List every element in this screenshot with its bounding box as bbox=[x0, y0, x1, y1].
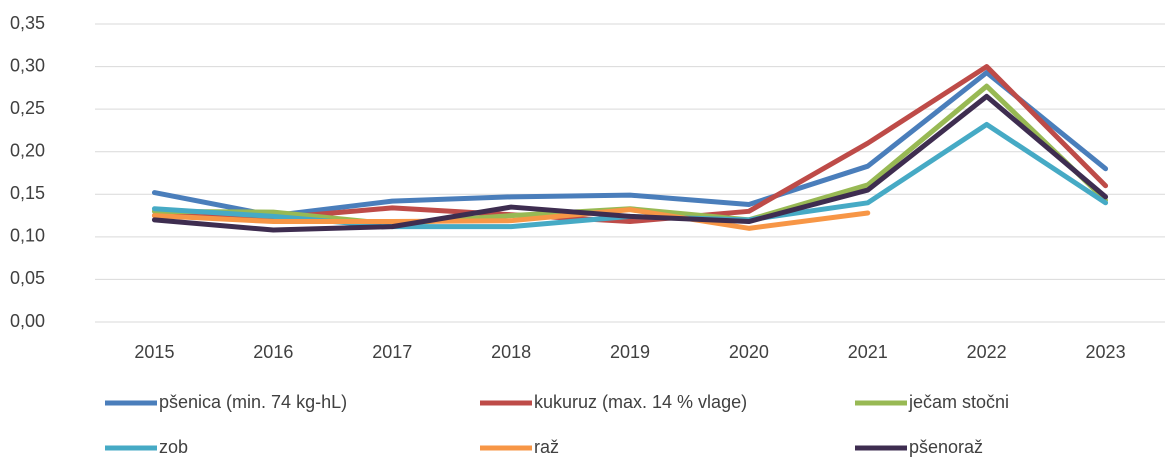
x-tick-label: 2022 bbox=[967, 342, 1007, 362]
y-tick-label: 0,15 bbox=[10, 183, 45, 203]
x-tick-label: 2021 bbox=[848, 342, 888, 362]
series-line bbox=[151, 70, 1109, 219]
x-tick-label: 2017 bbox=[372, 342, 412, 362]
x-tick-label: 2015 bbox=[134, 342, 174, 362]
series-line bbox=[151, 83, 1109, 227]
legend-label: ječam stočni bbox=[908, 392, 1009, 412]
x-tick-label: 2018 bbox=[491, 342, 531, 362]
y-tick-label: 0,10 bbox=[10, 226, 45, 246]
legend-label: pšenoraž bbox=[909, 437, 983, 457]
x-tick-label: 2016 bbox=[253, 342, 293, 362]
y-tick-label: 0,20 bbox=[10, 140, 45, 160]
x-tick-label: 2020 bbox=[729, 342, 769, 362]
y-tick-label: 0,30 bbox=[10, 55, 45, 75]
y-tick-label: 0,05 bbox=[10, 268, 45, 288]
y-tick-label: 0,25 bbox=[10, 98, 45, 118]
legend-label: raž bbox=[534, 437, 559, 457]
series-line bbox=[151, 93, 1109, 233]
x-tick-label: 2023 bbox=[1086, 342, 1126, 362]
series-line bbox=[151, 207, 871, 231]
y-tick-label: 0,35 bbox=[10, 13, 45, 33]
legend-label: kukuruz (max. 14 % vlage) bbox=[534, 392, 747, 412]
legend-label: pšenica (min. 74 kg-hL) bbox=[159, 392, 347, 412]
y-tick-label: 0,00 bbox=[10, 311, 45, 331]
legend-label: zob bbox=[159, 437, 188, 457]
x-tick-label: 2019 bbox=[610, 342, 650, 362]
